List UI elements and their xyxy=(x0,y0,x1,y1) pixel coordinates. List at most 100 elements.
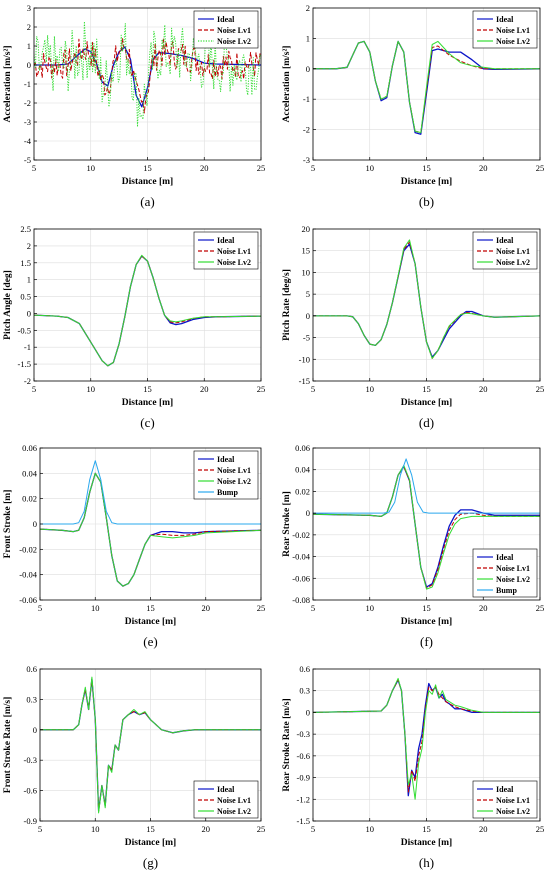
y-tick-label: 0.06 xyxy=(295,443,310,453)
series-line-bump xyxy=(40,460,261,525)
y-tick-label: 0.04 xyxy=(295,465,311,475)
series-group xyxy=(313,239,540,359)
series-line-noise-lv2 xyxy=(34,254,261,367)
y-tick-label: -2 xyxy=(303,125,310,135)
x-tick-label: 15 xyxy=(146,824,155,834)
y-tick-label: -0.6 xyxy=(297,751,310,761)
series-line-noise-lv2 xyxy=(313,677,540,800)
legend-entry: Noise Lv2 xyxy=(496,807,530,816)
y-tick-label: 2.5 xyxy=(20,224,31,234)
y-tick-label: 0.6 xyxy=(26,664,37,674)
panel-label: (a) xyxy=(140,194,154,209)
y-tick-label: -0.04 xyxy=(292,552,310,562)
x-axis-label: Distance [m] xyxy=(125,617,176,627)
y-tick-label: 2 xyxy=(27,241,31,251)
x-tick-label: 5 xyxy=(38,824,42,834)
y-tick-label: 0 xyxy=(306,64,310,74)
y-tick-label: -0.08 xyxy=(292,595,310,605)
chart-panel-4: 5 10 15 20 25 -15 -10 -5 0 5 10 15 20 Distance [m] Pit… xyxy=(282,224,544,430)
y-tick-label: 15 xyxy=(302,246,311,256)
x-tick-label: 20 xyxy=(479,603,488,613)
series-line-noise-lv2 xyxy=(313,239,540,359)
series-group xyxy=(313,40,540,135)
y-tick-label: 5 xyxy=(306,289,310,299)
y-tick-label: 0.02 xyxy=(295,486,310,496)
panel-label: (h) xyxy=(419,855,434,870)
y-tick-label: -0.06 xyxy=(19,595,37,605)
legend-entry: Ideal xyxy=(217,236,235,245)
chart-panel-8: 5 10 15 20 25 -1.5 -1.2 -0.9 -0.6 -0.3 0 0.3 0.6 Dist… xyxy=(282,664,544,870)
y-tick-label: -1.2 xyxy=(297,794,310,804)
y-tick-label: 0 xyxy=(33,519,37,529)
series-line-noise-lv1 xyxy=(34,37,261,114)
chart-panel-5: 5 10 15 20 25 -0.06 -0.04 -0.02 0 0.02 0.04 0.06 Dis… xyxy=(3,443,265,649)
series-line-noise-lv2 xyxy=(313,40,540,134)
y-tick-label: 0.02 xyxy=(22,494,37,504)
legend-entry: Noise Lv2 xyxy=(496,37,530,46)
legend: Ideal Noise Lv1 Noise Lv2 xyxy=(193,780,259,819)
legend-entry: Ideal xyxy=(496,236,514,245)
x-tick-label: 15 xyxy=(146,603,155,613)
legend-entry: Noise Lv1 xyxy=(217,466,251,475)
legend-entry: Noise Lv1 xyxy=(496,796,530,805)
y-axis-label: Front Stroke Rate [m/s] xyxy=(3,697,13,793)
y-tick-label: 10 xyxy=(302,267,311,277)
y-tick-label: 0 xyxy=(306,311,310,321)
panel-label: (d) xyxy=(419,415,434,430)
y-tick-label: -10 xyxy=(299,354,310,364)
y-tick-label: 2 xyxy=(27,22,31,32)
series-line-noise-lv2 xyxy=(40,472,261,587)
y-tick-label: 0 xyxy=(33,725,37,735)
y-tick-label: -0.04 xyxy=(19,570,37,580)
y-tick-label: -0.9 xyxy=(24,816,37,826)
x-tick-label: 20 xyxy=(202,603,211,613)
legend-entry: Ideal xyxy=(217,785,235,794)
y-tick-label: -3 xyxy=(24,117,31,127)
y-tick-label: -1 xyxy=(24,342,31,352)
x-tick-label: 15 xyxy=(422,384,431,394)
chart-panel-1: 5 10 15 20 25 -5 -4 -3 -2 -1 0 1 2 3 Distance [m] Accel… xyxy=(3,3,265,209)
x-axis-label: Distance [m] xyxy=(125,838,176,848)
x-tick-label: 25 xyxy=(536,384,545,394)
legend: Ideal Noise Lv1 Noise Lv2 xyxy=(472,231,538,270)
y-tick-label: -0.3 xyxy=(297,729,310,739)
x-tick-label: 5 xyxy=(311,824,315,834)
x-tick-label: 5 xyxy=(38,603,42,613)
y-tick-label: 1 xyxy=(27,41,31,51)
legend-entry: Bump xyxy=(496,586,517,595)
legend-entry: Noise Lv1 xyxy=(496,247,530,256)
x-axis-label: Distance [m] xyxy=(401,838,452,848)
y-tick-label: 1 xyxy=(306,33,310,43)
legend-entry: Noise Lv1 xyxy=(496,26,530,35)
x-tick-label: 20 xyxy=(202,824,211,834)
y-tick-label: -1 xyxy=(303,94,310,104)
legend-entry: Noise Lv2 xyxy=(217,37,251,46)
series-line-noise-lv2 xyxy=(313,464,540,590)
x-tick-label: 5 xyxy=(311,384,315,394)
legend-entry: Noise Lv2 xyxy=(496,575,530,584)
legend: Ideal Noise Lv1 Noise Lv2 xyxy=(193,231,259,270)
y-tick-label: 0 xyxy=(306,508,310,518)
legend: Ideal Noise Lv1 Noise Lv2 Bump xyxy=(472,548,538,598)
x-tick-label: 25 xyxy=(257,603,266,613)
legend-entry: Ideal xyxy=(217,15,235,24)
series-group xyxy=(34,21,261,128)
y-tick-label: -2 xyxy=(24,98,31,108)
y-tick-label: -1.5 xyxy=(18,359,31,369)
x-tick-label: 25 xyxy=(257,824,266,834)
series-line-bump xyxy=(313,458,540,514)
panel-label: (b) xyxy=(419,194,434,209)
legend: Ideal Noise Lv1 Noise Lv2 xyxy=(472,780,538,819)
y-tick-label: 1 xyxy=(27,275,31,285)
panel-label: (c) xyxy=(140,415,154,430)
y-tick-label: -5 xyxy=(24,155,31,165)
y-tick-label: -0.5 xyxy=(18,325,31,335)
x-tick-label: 15 xyxy=(143,163,152,173)
series-group xyxy=(34,254,261,367)
series-group xyxy=(313,458,540,590)
legend-entry: Noise Lv2 xyxy=(217,477,251,486)
y-tick-label: 0.5 xyxy=(20,292,31,302)
y-axis-label: Pitch Angle [deg] xyxy=(3,270,13,340)
y-tick-label: -0.06 xyxy=(292,573,310,583)
x-tick-label: 5 xyxy=(311,603,315,613)
